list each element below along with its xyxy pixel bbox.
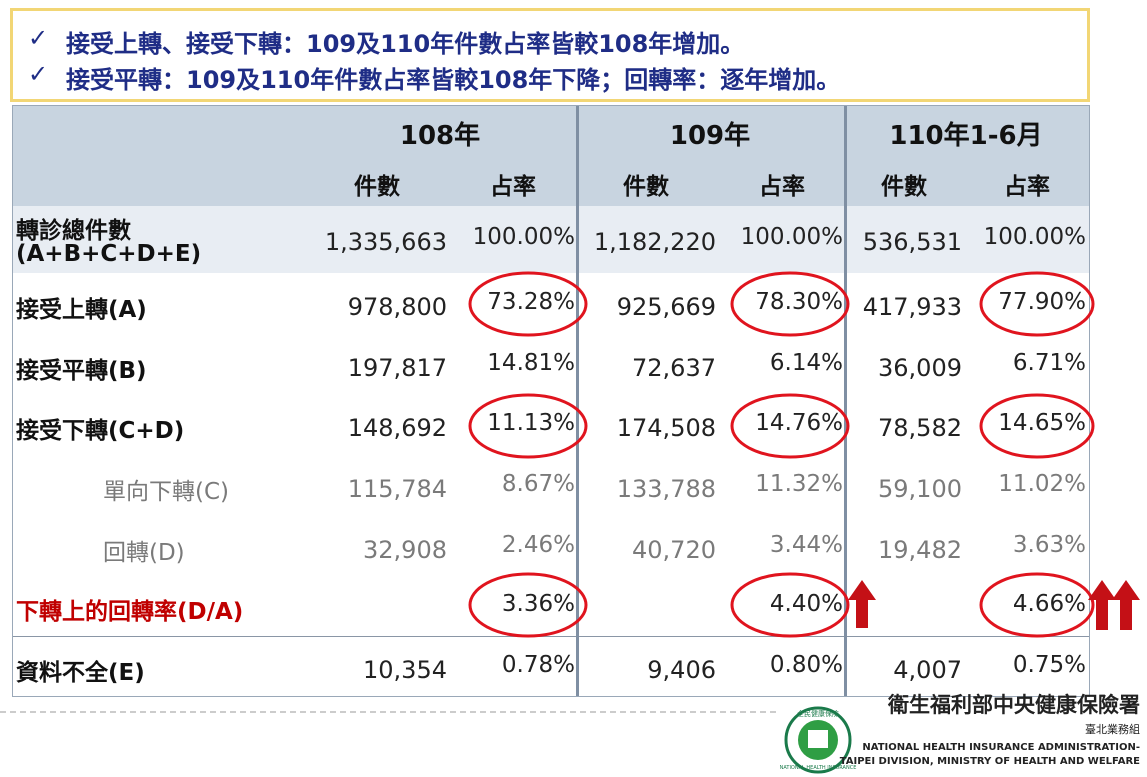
cell: 1,335,663 [324, 228, 447, 256]
cell: 78.30% [755, 289, 843, 315]
cell: 9,406 [647, 656, 716, 684]
column-divider [576, 106, 579, 696]
highlight [468, 271, 588, 337]
year-header: 109年 [669, 121, 751, 151]
division: 臺北業務組 [1085, 722, 1140, 736]
org-name: 衛生福利部中央健康保險署 [887, 693, 1140, 717]
row-label: 接受平轉(B) [16, 358, 147, 384]
bullet-box [10, 8, 1090, 102]
up-arrow [848, 580, 876, 628]
highlight [468, 572, 588, 638]
cell: 536,531 [862, 228, 962, 256]
cell: 978,800 [347, 293, 447, 321]
cell: 14.65% [998, 410, 1086, 436]
sub-header: 占率 [759, 174, 805, 200]
cell: 925,669 [616, 293, 716, 321]
cell: 78,582 [878, 414, 962, 442]
check-mark: ✓ [28, 60, 49, 88]
sub-header: 件數 [881, 174, 927, 200]
cell: 1,182,220 [593, 228, 716, 256]
cell: 3.36% [501, 591, 575, 617]
cell: 133,788 [616, 475, 716, 503]
cell: 72,637 [632, 354, 716, 382]
cell: 148,692 [347, 414, 447, 442]
cell: 100.00% [983, 224, 1086, 250]
column-divider [844, 106, 847, 696]
cell: 6.71% [1012, 350, 1086, 376]
sub-header: 件數 [623, 174, 669, 200]
logo-house [808, 730, 828, 748]
cell: 40,720 [632, 536, 716, 564]
cell: 115,784 [347, 475, 447, 503]
highlight [979, 271, 1095, 337]
cell: 4,007 [893, 656, 962, 684]
cell: 100.00% [740, 224, 843, 250]
cell: 0.80% [769, 652, 843, 678]
year-header: 110年1-6月 [889, 121, 1043, 151]
cell: 4.40% [769, 591, 843, 617]
row-label: 單向下轉(C) [103, 479, 230, 505]
cell: 3.63% [1012, 532, 1086, 558]
row-label: 接受下轉(C+D) [16, 418, 185, 444]
cell: 77.90% [998, 289, 1086, 315]
cell: 59,100 [878, 475, 962, 503]
year-header: 108年 [399, 121, 481, 151]
cell: 100.00% [472, 224, 575, 250]
badge-top: 全民健康保險 [797, 709, 839, 718]
highlight [730, 572, 850, 638]
cell: 0.75% [1012, 652, 1086, 678]
highlight-circles [468, 271, 1095, 638]
cell: 11.13% [487, 410, 575, 436]
cell: 73.28% [487, 289, 575, 315]
cell: 0.78% [501, 652, 575, 678]
row-label: 轉診總件數 [16, 218, 131, 244]
header-band [13, 106, 1089, 206]
cell: 14.81% [487, 350, 575, 376]
up-arrows [848, 580, 1140, 630]
cell: 32,908 [363, 536, 447, 564]
highlight [730, 271, 850, 337]
up-arrow [1088, 580, 1116, 630]
cell: 417,933 [862, 293, 962, 321]
table [12, 105, 1090, 697]
total-row-band [13, 206, 1089, 273]
cell: 36,009 [878, 354, 962, 382]
sub-header: 占率 [1004, 174, 1050, 200]
highlight [979, 572, 1095, 638]
cell: 3.44% [769, 532, 843, 558]
row-label: 回轉(D) [103, 540, 185, 566]
check-mark: ✓ [28, 24, 49, 52]
org-english: NATIONAL HEALTH INSURANCE ADMINISTRATION… [862, 742, 1140, 753]
cell: 174,508 [616, 414, 716, 442]
row-label: (A+B+C+D+E) [16, 241, 202, 267]
cell: 11.32% [755, 471, 843, 497]
cell: 6.14% [769, 350, 843, 376]
cell: 8.67% [501, 471, 575, 497]
sub-header: 占率 [490, 174, 536, 200]
highlight [468, 393, 588, 459]
row-label: 接受上轉(A) [16, 297, 147, 323]
badge-bottom: NATIONAL HEALTH INSURANCE [780, 765, 857, 771]
org-english: TAIPEI DIVISION, MINISTRY OF HEALTH AND … [840, 756, 1140, 767]
up-arrow [1112, 580, 1140, 630]
cell: 11.02% [998, 471, 1086, 497]
cell: 4.66% [1012, 591, 1086, 617]
row-label: 資料不全(E) [16, 660, 145, 686]
highlight [979, 393, 1095, 459]
bullet-text: 接受上轉、接受下轉：109及110年件數占率皆較108年增加。 [66, 30, 745, 58]
bullet-text: 接受平轉：109及110年件數占率皆較108年下降；回轉率：逐年增加。 [66, 66, 841, 94]
cell: 2.46% [501, 532, 575, 558]
row-label: 下轉上的回轉率(D/A) [16, 599, 244, 625]
row-divider [13, 636, 1089, 637]
sub-header: 件數 [354, 174, 400, 200]
highlight [730, 393, 850, 459]
cell: 197,817 [347, 354, 447, 382]
cell: 14.76% [755, 410, 843, 436]
cell: 19,482 [878, 536, 962, 564]
cell: 10,354 [363, 656, 447, 684]
